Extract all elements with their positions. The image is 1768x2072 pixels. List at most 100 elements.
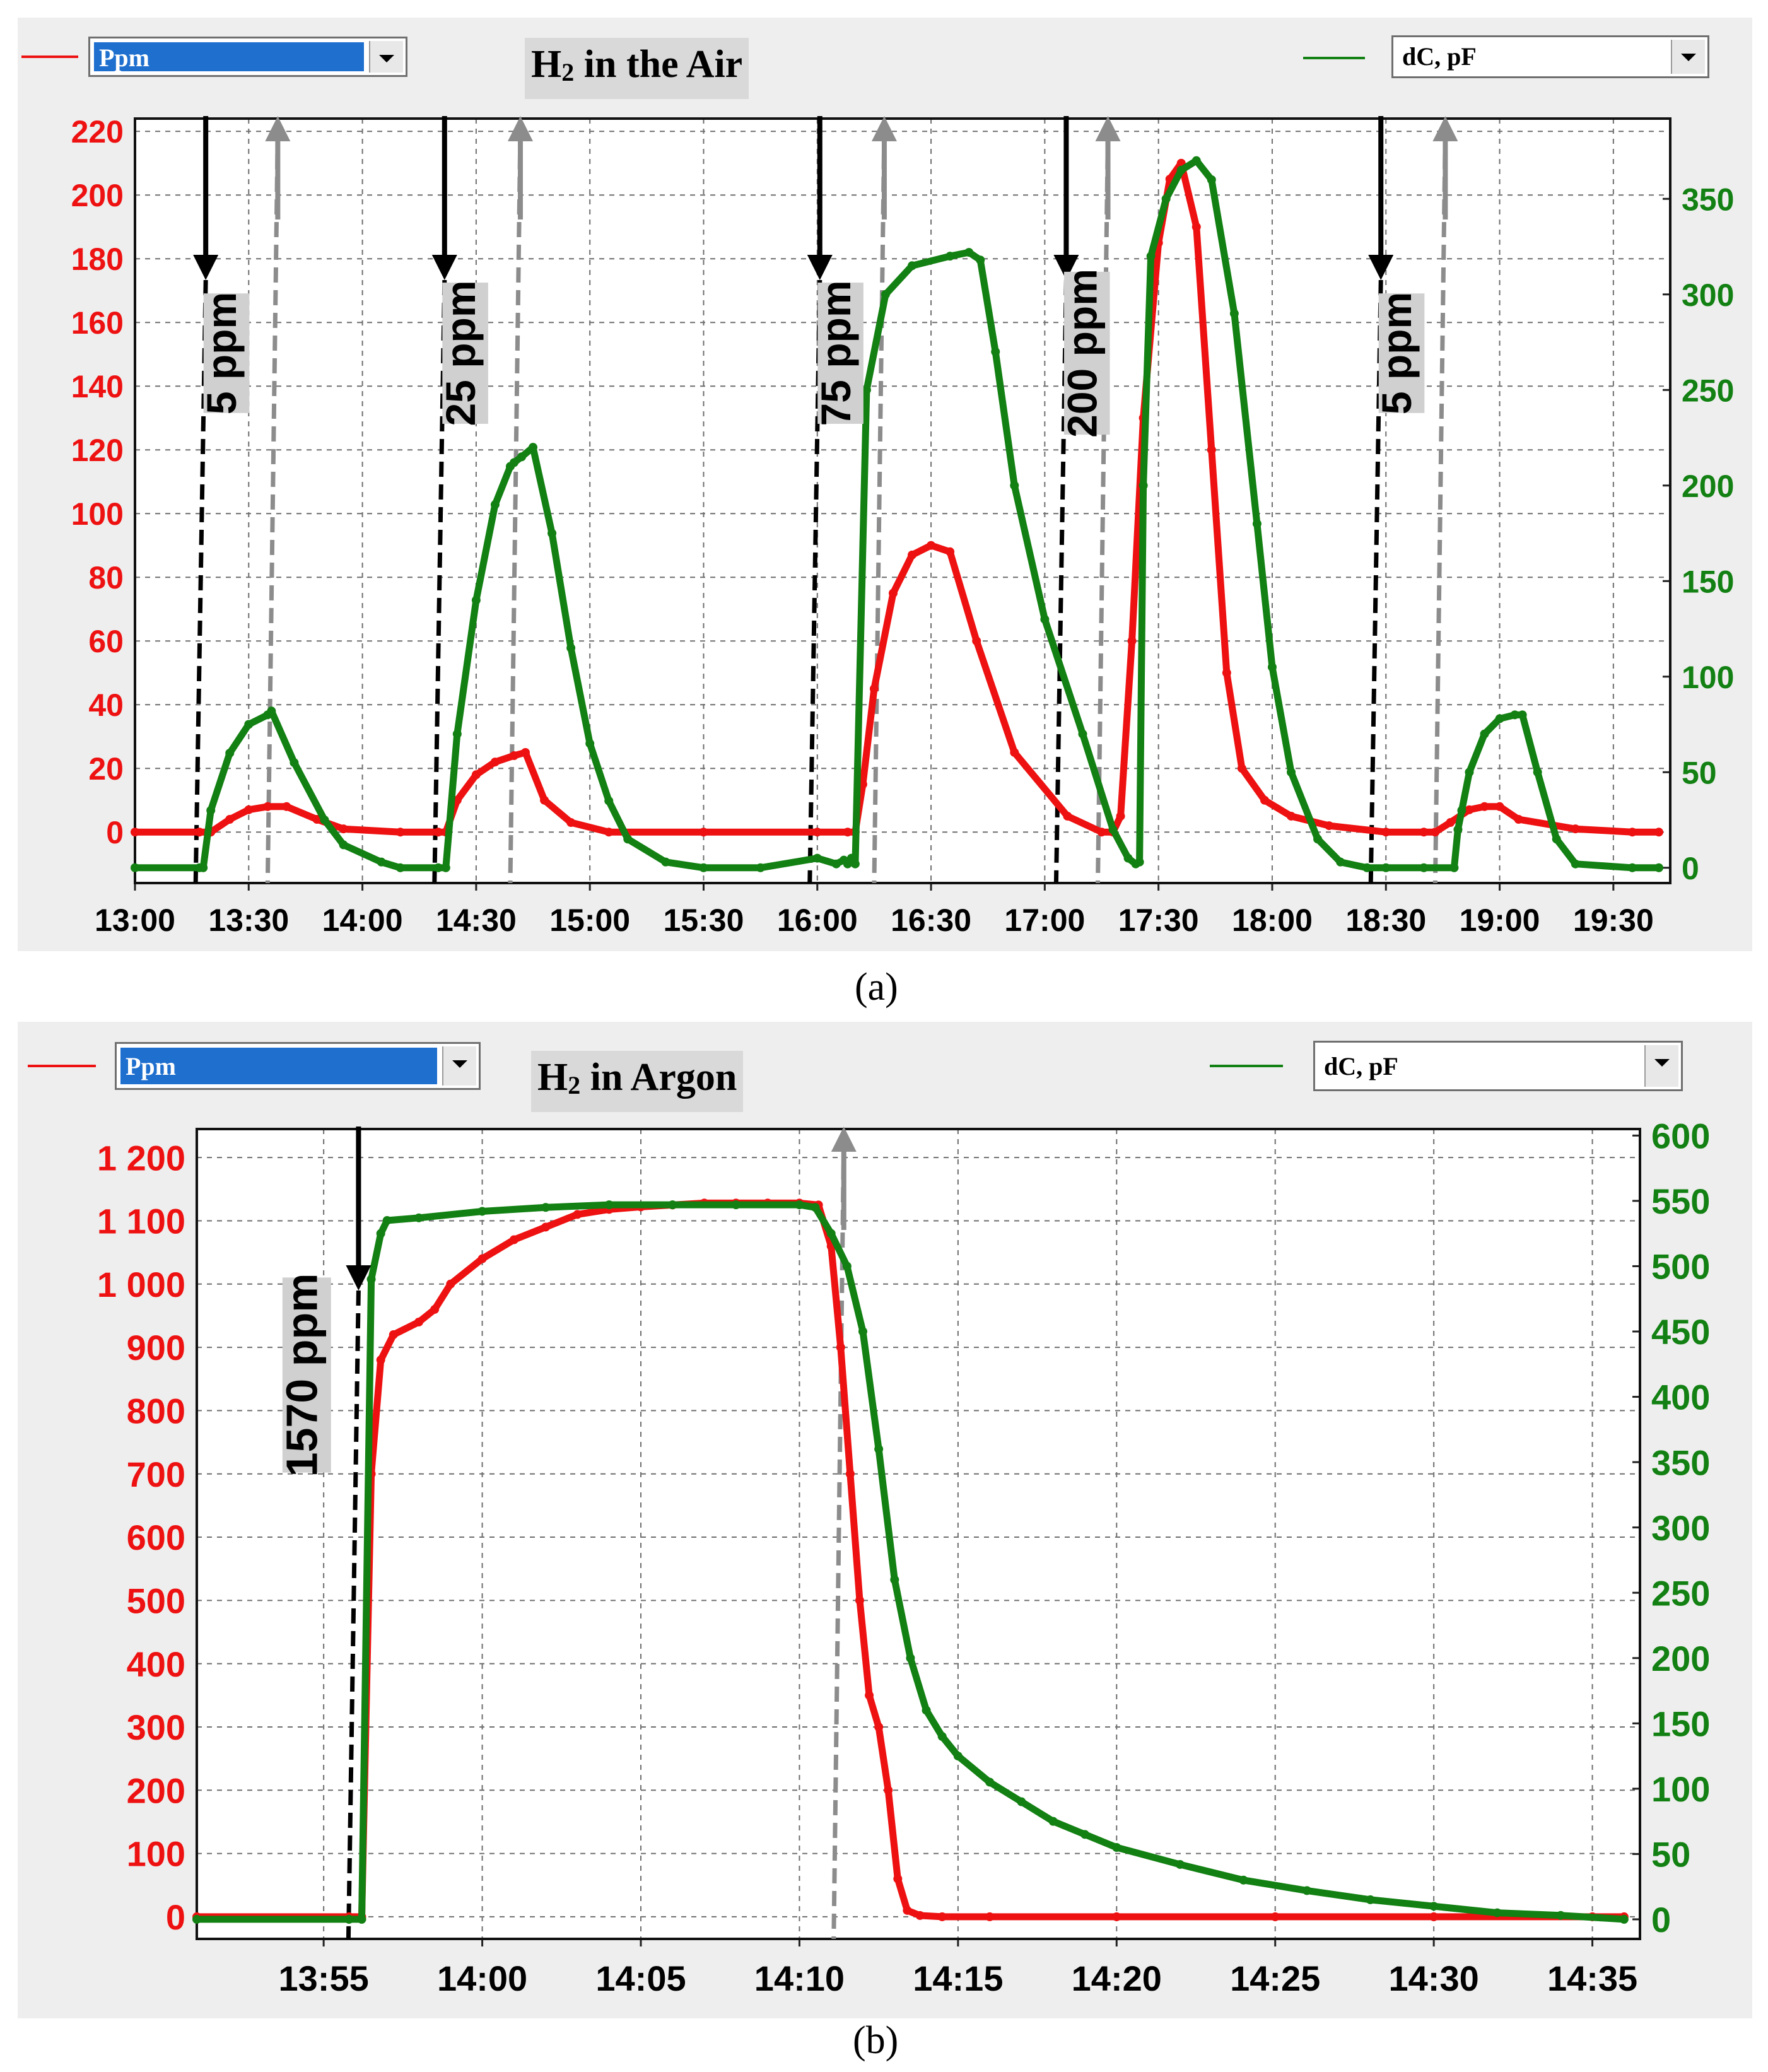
chart-a-data-point-green — [1627, 863, 1637, 872]
chart-a-data-point-red — [927, 541, 936, 550]
chart-b-data-point-green — [604, 1200, 614, 1210]
chart-a-y-left-tick-label: 160 — [71, 305, 124, 341]
chart-b-y-right-tick-label: 300 — [1651, 1508, 1710, 1548]
chart-a-data-point-red — [1191, 222, 1201, 231]
caption-b: (b) — [853, 2018, 898, 2063]
chart-a-data-point-green — [566, 643, 576, 653]
chart-a-data-point-red — [471, 770, 481, 780]
chart-a-data-point-red — [339, 824, 348, 834]
chart-title-b-rest: in Argon — [580, 1056, 737, 1099]
chart-a-y-right-tick-label: 150 — [1682, 564, 1734, 599]
series-selector-left-label: Ppm — [126, 1052, 176, 1080]
chart-a-data-point-red — [490, 758, 500, 767]
chart-b-data-point-green — [811, 1203, 820, 1212]
chart-a-data-point-green — [585, 739, 595, 748]
chart-a-data-point-red — [843, 828, 852, 837]
chart-a-data-point-green — [1495, 714, 1504, 723]
chart-a-data-point-green — [339, 840, 348, 850]
selection-highlight — [94, 42, 364, 71]
chart-a-plot-area — [135, 119, 1670, 883]
chart-b-data-point-red — [903, 1905, 912, 1915]
chart-b-x-tick-label: 14:35 — [1547, 1958, 1637, 1998]
chart-a-data-point-green — [1229, 309, 1239, 319]
chart-a-data-point-red — [1431, 828, 1440, 837]
chart-b-annotation-label: 1570 ppm — [277, 1273, 331, 1477]
chart-b-y-right-tick-label: 200 — [1651, 1639, 1710, 1678]
chevron-down-icon[interactable] — [1644, 1045, 1678, 1087]
chart-a-data-point-green — [471, 595, 481, 605]
chart-a-data-point-green — [267, 706, 276, 716]
chart-a-y-left-tick-label: 180 — [71, 242, 124, 277]
chart-a-data-point-green — [1571, 859, 1580, 869]
chart-a-data-point-green — [964, 248, 974, 257]
chart-a-data-point-red — [1465, 805, 1474, 814]
chart-b-data-point-green — [382, 1215, 392, 1225]
chart-b-x-tick-label: 14:05 — [595, 1958, 686, 1998]
chart-a-data-point-green — [1552, 834, 1561, 844]
series-selector-right-a[interactable]: dC, pF — [1391, 35, 1709, 78]
chart-b-x-tick-label: 14:20 — [1072, 1958, 1162, 1998]
chart-b-data-point-green — [985, 1777, 995, 1787]
chart-a-data-point-green — [225, 748, 235, 758]
chart-b-data-point-green — [953, 1752, 963, 1761]
chart-a-data-point-green — [1518, 710, 1527, 720]
chart-a-data-point-red — [263, 802, 272, 811]
chart-b-y-right-tick-label: 600 — [1651, 1116, 1710, 1156]
chart-b-plot-area — [197, 1129, 1640, 1939]
chart-b-gas-on-arrow-head — [346, 1265, 372, 1291]
chart-b-data-point-green — [1429, 1902, 1439, 1911]
chart-a-data-point-red — [1127, 636, 1137, 646]
chart-b-data-point-green — [890, 1575, 899, 1584]
chart-title-b-sub: 2 — [568, 1071, 581, 1099]
chart-b-y-right-tick-label: 500 — [1651, 1247, 1710, 1287]
series-selector-left-a[interactable]: Ppm — [88, 37, 407, 77]
chart-a-data-point-green — [441, 863, 450, 872]
chart-a-data-point-green — [661, 857, 670, 867]
chart-a-series-green — [131, 157, 1663, 872]
chart-a-y-right-tick-label: 50 — [1682, 755, 1717, 790]
chart-a-data-point-green — [529, 443, 538, 452]
chart-b-data-point-green — [731, 1200, 741, 1210]
chart-title-a-sub: 2 — [561, 58, 575, 86]
legend-line-ppm-a — [21, 56, 78, 58]
chevron-down-icon[interactable] — [1671, 40, 1705, 74]
chart-a-y-left-tick-label: 100 — [71, 496, 124, 532]
chart-b-plot-frame — [196, 1128, 1641, 1940]
chart-a-data-point-green — [1010, 481, 1019, 490]
chart-a-data-point-green — [1533, 768, 1542, 777]
chart-a-data-point-green — [831, 859, 841, 869]
chart-a-annotation-label-text: 5 ppm — [198, 292, 245, 414]
chart-a-annotation-label-bg — [442, 283, 488, 424]
chart-b-data-point-green — [1112, 1843, 1121, 1853]
series-selector-left-b[interactable]: Ppm — [115, 1042, 481, 1090]
chart-b-x-tick-label: 14:30 — [1389, 1958, 1479, 1998]
chart-a-gas-off-arrow-head — [507, 116, 533, 141]
chart-a-data-point-green — [881, 290, 890, 299]
chart-b-y-right-tick-label: 100 — [1651, 1769, 1710, 1809]
chart-a-y-left-tick-label: 140 — [71, 369, 124, 404]
chart-a-data-point-green — [377, 857, 386, 867]
chevron-down-icon[interactable] — [369, 41, 403, 73]
chart-a-annotation-dash-off — [872, 131, 887, 884]
chart-b-y-left-tick-label: 800 — [127, 1391, 185, 1431]
chart-a-data-point-green — [509, 458, 518, 467]
chart-a-data-point-red — [244, 805, 254, 814]
chevron-down-icon[interactable] — [442, 1046, 476, 1086]
chart-a-data-point-red — [1010, 747, 1019, 757]
chart-a-data-point-green — [1078, 729, 1087, 739]
chart-b-y-left-tick-label: 0 — [166, 1897, 185, 1937]
chart-a-data-point-red — [1514, 815, 1523, 824]
chart-b-data-point-red — [446, 1279, 455, 1289]
chart-b-y-right-tick-label: 550 — [1651, 1181, 1710, 1221]
chart-a-data-point-red — [1654, 828, 1663, 837]
series-selector-right-b[interactable]: dC, pF — [1313, 1041, 1683, 1091]
chart-a-data-point-red — [1287, 811, 1296, 821]
chart-a-data-point-red — [540, 795, 549, 805]
chart-a-data-point-green — [604, 796, 614, 805]
chart-a-data-point-red — [1260, 795, 1269, 805]
chart-a-data-point-green — [1287, 768, 1296, 777]
chart-a-y-left-tick-label: 40 — [88, 688, 124, 723]
chart-a-y-left-tick-label: 80 — [88, 560, 124, 595]
chart-b-data-point-green — [1080, 1830, 1089, 1839]
